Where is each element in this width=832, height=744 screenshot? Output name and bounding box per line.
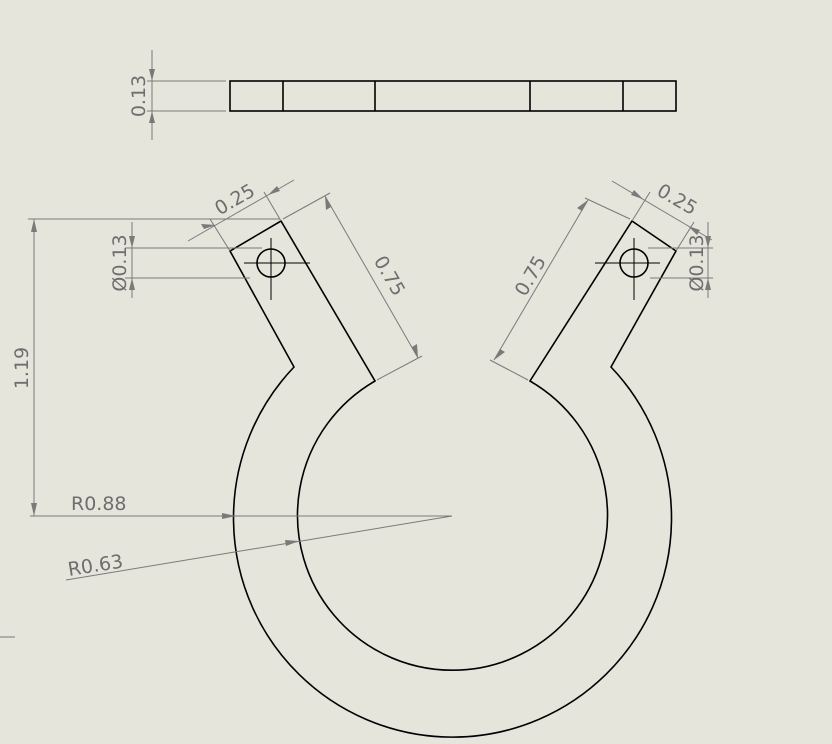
left-hole-centerlines <box>244 238 310 300</box>
left-tab-width-dimension: 0.25 <box>187 179 295 252</box>
overall-height-dimension: 1.19 <box>11 218 280 516</box>
front-view: Ø0.13 Ø0.13 0.25 0.25 <box>11 179 713 738</box>
thickness-dimension: 0.13 <box>128 50 226 140</box>
right-arm-length-dimension: 0.75 <box>489 197 631 381</box>
right-hole-diameter-dimension: Ø0.13 <box>648 222 713 298</box>
top-view: 0.13 <box>128 50 677 140</box>
plate-outline <box>229 80 677 112</box>
left-arm-length-dimension: 0.75 <box>282 192 423 381</box>
right-arm-length-label: 0.75 <box>511 252 551 300</box>
inner-radius-dimension: R0.63 <box>65 515 453 581</box>
right-tab-width-label: 0.25 <box>653 180 701 220</box>
right-hole-diameter-label: Ø0.13 <box>686 234 708 291</box>
left-hole-diameter-dimension: Ø0.13 <box>109 222 262 298</box>
outer-radius-dimension: R0.88 <box>30 493 452 519</box>
left-arm-length-label: 0.75 <box>369 252 409 300</box>
left-hole-diameter-label: Ø0.13 <box>109 234 131 291</box>
thickness-label: 0.13 <box>128 75 150 117</box>
overall-height-label: 1.19 <box>11 347 33 389</box>
outer-profile <box>228 219 678 738</box>
inner-radius-label: R0.63 <box>66 551 124 581</box>
right-hole-centerlines <box>595 238 660 300</box>
outer-radius-label: R0.88 <box>71 493 127 515</box>
